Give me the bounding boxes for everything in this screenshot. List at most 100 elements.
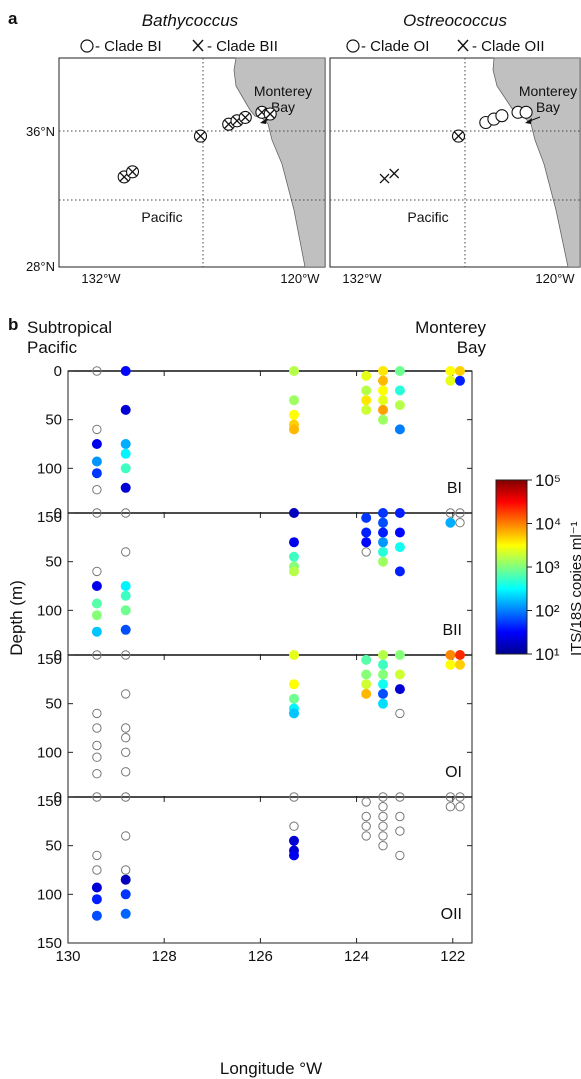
sample-point — [121, 909, 131, 919]
sample-point — [121, 405, 131, 415]
y-tick-label: 0 — [54, 647, 62, 664]
sample-point — [361, 405, 371, 415]
colorbar: 10⁵ 10⁴ 10³ 10² 10¹ ITS/18S copies ml⁻¹ — [496, 471, 581, 664]
sample-point — [92, 911, 102, 921]
sample-point — [378, 660, 388, 670]
x-axis-label: Longitude °W — [220, 1059, 322, 1078]
sample-point — [92, 610, 102, 620]
x-tick-label: 122 — [440, 948, 465, 965]
sample-point — [289, 395, 299, 405]
lon-label-132w: 132°W — [342, 271, 382, 286]
plot-frame — [68, 797, 472, 943]
sample-point — [92, 581, 102, 591]
legend-label-clade-bi: - Clade BI — [95, 38, 162, 55]
sample-point — [378, 679, 388, 689]
sample-point — [378, 670, 388, 680]
sample-point — [289, 836, 299, 846]
sample-point — [395, 684, 405, 694]
depth-panel-bi: 0 50 100 150 BI — [37, 363, 472, 526]
colorbar-tick-label: 10³ — [535, 558, 560, 577]
lon-label-120w: 120°W — [535, 271, 575, 286]
panel-clade-label: OI — [445, 764, 462, 781]
panel-clade-label: BI — [447, 480, 462, 497]
heading-bay: Bay — [457, 338, 487, 357]
x-tick-label: 126 — [248, 948, 273, 965]
lat-label-28n: 28°N — [26, 259, 55, 274]
sample-point — [121, 366, 131, 376]
sample-point — [395, 542, 405, 552]
colorbar-tick-label: 10⁵ — [535, 471, 561, 490]
sample-point — [361, 528, 371, 538]
y-axis-label: Depth (m) — [7, 580, 26, 656]
sample-point — [395, 670, 405, 680]
sample-point — [445, 376, 455, 386]
map-bathycoccus: Bathycoccus - Clade BI - Clade BII Monte… — [26, 11, 325, 286]
sample-point — [378, 557, 388, 567]
sample-point — [361, 395, 371, 405]
colorbar-tick-label: 10² — [535, 602, 560, 621]
land-label-bay: Bay — [536, 99, 560, 115]
sample-point — [289, 537, 299, 547]
sample-point — [361, 386, 371, 396]
sample-point — [455, 660, 465, 670]
sample-point — [378, 547, 388, 557]
sample-point — [121, 439, 131, 449]
sample-point — [92, 627, 102, 637]
sample-point — [455, 376, 465, 386]
depth-panels: 0 50 100 150 BI 0 50 100 150 BII 0 50 100 150 OI 0 50 100… — [37, 363, 472, 965]
sample-point — [121, 581, 131, 591]
colorbar-ticks: 10⁵10⁴10³10²10¹ — [527, 471, 561, 664]
depth-panel-bii: 050100150BII — [37, 505, 472, 668]
colorbar-tick-label: 10⁴ — [535, 515, 561, 534]
heading-monterey: Monterey — [415, 318, 486, 337]
sample-point — [445, 518, 455, 528]
sample-point — [395, 508, 405, 518]
sample-point — [395, 566, 405, 576]
sample-point — [395, 386, 405, 396]
sample-point — [289, 508, 299, 518]
sample-point — [395, 366, 405, 376]
sample-point — [289, 679, 299, 689]
heading-subtropical: Subtropical — [27, 318, 112, 337]
sample-point — [289, 850, 299, 860]
map-title: Ostreococcus — [403, 11, 507, 30]
sample-point — [361, 537, 371, 547]
sample-point — [289, 566, 299, 576]
sample-point — [92, 457, 102, 467]
sample-point — [361, 689, 371, 699]
colorbar-gradient — [496, 480, 527, 654]
sample-point — [289, 366, 299, 376]
y-tick-label: 100 — [37, 744, 62, 761]
map-ostreococcus: Ostreococcus - Clade OI - Clade OII Mont… — [330, 11, 580, 286]
x-tick-label: 124 — [344, 948, 369, 965]
sample-point — [289, 552, 299, 562]
sample-point — [378, 395, 388, 405]
sample-point — [121, 449, 131, 459]
sample-point — [378, 376, 388, 386]
heading-pacific: Pacific — [27, 338, 78, 357]
sample-point — [378, 415, 388, 425]
sample-point — [121, 889, 131, 899]
sample-point — [378, 386, 388, 396]
sample-point — [121, 875, 131, 885]
legend-circle-icon — [81, 40, 93, 52]
sample-point — [92, 439, 102, 449]
sample-point — [92, 883, 102, 893]
ocean-label-pacific: Pacific — [407, 209, 448, 225]
sample-point — [361, 371, 371, 381]
sample-point — [378, 405, 388, 415]
sample-point — [361, 679, 371, 689]
legend-cross-icon — [458, 40, 468, 51]
legend-label-clade-oi: - Clade OI — [361, 38, 429, 55]
sample-point — [289, 424, 299, 434]
sample-point — [92, 468, 102, 478]
y-tick-label: 100 — [37, 460, 62, 477]
station-circle-marker — [496, 110, 508, 122]
sample-point — [121, 625, 131, 635]
sample-point — [289, 650, 299, 660]
sample-point — [395, 650, 405, 660]
sample-point — [445, 366, 455, 376]
legend-cross-icon — [193, 40, 203, 51]
sample-point — [378, 508, 388, 518]
